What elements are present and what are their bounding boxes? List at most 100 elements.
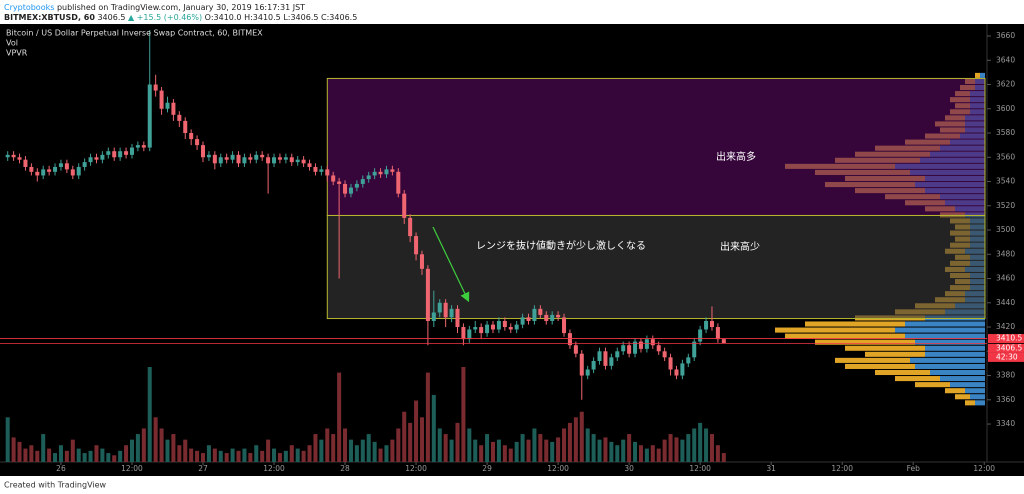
candle-body — [490, 324, 496, 330]
volume-bar — [579, 411, 584, 462]
author[interactable]: Cryptobooks — [4, 3, 54, 12]
y-tick-label: 3340 — [996, 419, 1015, 428]
header-line: Cryptobooks published on TradingView.com… — [4, 3, 305, 12]
candle-body — [455, 308, 460, 328]
candle-body — [218, 157, 223, 164]
quote-line: BITMEX:XBTUSD, 60 3406.5 ▲ +15.5 (+0.46%… — [4, 13, 357, 22]
candle-body — [520, 317, 525, 325]
candle-body — [242, 157, 247, 164]
volume-bar — [159, 428, 164, 462]
volume-bar — [597, 439, 602, 462]
volume-bar — [615, 445, 620, 462]
volume-bar — [94, 445, 99, 462]
candle-body — [597, 351, 602, 361]
candle-body — [88, 157, 93, 163]
volume-bar — [82, 453, 87, 462]
profile-up — [970, 394, 985, 400]
volume-bar — [396, 428, 401, 462]
profile-down — [965, 400, 975, 406]
candle-body — [573, 345, 578, 354]
candle-body — [230, 154, 235, 160]
volume-bar — [414, 400, 419, 462]
candle-body — [562, 317, 567, 334]
volume-bar — [153, 417, 158, 462]
y-tick-label: 3460 — [996, 274, 1015, 283]
candle-body — [638, 341, 643, 349]
candle-body — [171, 102, 176, 115]
candle-body — [76, 166, 81, 176]
candle-body — [633, 341, 638, 354]
candle-body — [686, 357, 691, 364]
y-tick-label: 3660 — [996, 31, 1015, 40]
chart-title: Bitcoin / US Dollar Perpetual Inverse Sw… — [6, 29, 263, 38]
candle-body — [384, 169, 389, 175]
candle-body — [53, 166, 58, 172]
candle-body — [538, 308, 543, 315]
profile-down — [785, 333, 905, 339]
candle-body — [313, 166, 318, 172]
candle-body — [236, 154, 241, 164]
volume-bar — [348, 439, 353, 462]
candle-body — [212, 154, 217, 164]
volume-bar — [514, 441, 519, 462]
candle-body — [118, 151, 123, 158]
footer[interactable]: Created with TradingView — [4, 481, 107, 490]
candle-body — [704, 320, 709, 330]
countdown-bg — [988, 352, 1024, 362]
candle-body — [348, 187, 353, 194]
profile-down — [945, 388, 965, 394]
volume-bar — [248, 453, 253, 462]
candle-body — [307, 163, 312, 167]
volume-bar — [567, 422, 572, 462]
x-tick-label: 29 — [482, 464, 492, 473]
volume-bar — [449, 439, 454, 462]
candle-body — [656, 345, 661, 352]
volume-bar — [496, 439, 501, 462]
candle-body — [195, 139, 200, 146]
volume-bar — [686, 434, 691, 462]
price-label-bg — [988, 343, 1024, 353]
volume-bar — [206, 445, 211, 462]
x-tick-label: 12:00 — [263, 464, 285, 473]
candle-body — [283, 157, 288, 160]
volume-bar — [64, 450, 69, 462]
candle-body — [437, 302, 442, 313]
volume-bar — [177, 445, 182, 462]
candle-body — [189, 133, 194, 140]
volume-bar — [301, 450, 306, 462]
candle-body — [5, 154, 10, 158]
candle-body — [544, 314, 549, 321]
profile-up — [915, 339, 985, 345]
candle-body — [502, 320, 507, 328]
volume-bar — [124, 445, 129, 462]
last: 3406.5 — [97, 13, 125, 22]
y-tick-label: 3380 — [996, 371, 1015, 380]
x-tick-label: 12:00 — [973, 464, 995, 473]
candle-body — [378, 171, 383, 175]
candle-body — [141, 145, 146, 148]
profile-down — [975, 72, 980, 78]
price-label: 3406.5 — [996, 343, 1022, 352]
candle-body — [556, 314, 561, 318]
volume-bar — [455, 422, 460, 462]
candle-body — [585, 369, 590, 376]
candle-body — [425, 268, 430, 321]
volume-bar — [715, 445, 720, 462]
ohlc-close: C:3406.5 — [321, 13, 357, 22]
candle-body — [680, 363, 685, 376]
volume-bar — [621, 439, 626, 462]
candle-body — [479, 327, 484, 334]
candle-body — [11, 154, 16, 158]
profile-up — [980, 72, 985, 78]
volume-bar — [662, 439, 667, 462]
x-tick-label: 27 — [198, 464, 208, 473]
volume-bar — [520, 434, 525, 462]
header-bg — [0, 0, 1024, 24]
volume-bar — [23, 448, 28, 462]
x-tick-label: Feb — [907, 464, 921, 473]
ohlc-high: H:3410.5 — [244, 13, 281, 22]
volume-bar — [402, 411, 407, 462]
candle-body — [41, 169, 46, 176]
candle-body — [295, 159, 300, 163]
volume-bar — [100, 448, 105, 462]
